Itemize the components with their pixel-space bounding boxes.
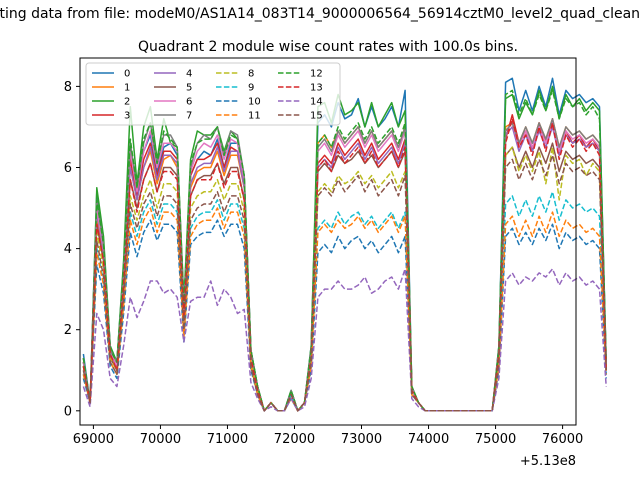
y-tick-label: 4 bbox=[64, 242, 72, 257]
chart-title: Quadrant 2 module wise count rates with … bbox=[138, 39, 518, 55]
series-line-11 bbox=[82, 207, 607, 412]
legend-label-1: 1 bbox=[124, 83, 130, 94]
series-line-7 bbox=[82, 118, 607, 412]
y-axis: 0 2 4 6 8 bbox=[64, 80, 80, 419]
x-tick-label: 73000 bbox=[341, 432, 382, 447]
legend-label-10: 10 bbox=[248, 97, 261, 108]
legend-label-5: 5 bbox=[186, 83, 192, 94]
legend-label-8: 8 bbox=[248, 69, 254, 80]
y-tick-label: 0 bbox=[64, 404, 72, 419]
legend-label-9: 9 bbox=[248, 83, 254, 94]
x-tick-label: 76000 bbox=[542, 432, 583, 447]
legend-label-12: 12 bbox=[310, 69, 323, 80]
series-line-8 bbox=[82, 146, 607, 412]
x-tick-label: 75000 bbox=[475, 432, 516, 447]
y-tick-label: 6 bbox=[64, 161, 72, 176]
series-line-4 bbox=[82, 126, 607, 412]
legend-label-11: 11 bbox=[248, 111, 261, 122]
legend-label-2: 2 bbox=[124, 97, 130, 108]
legend-label-13: 13 bbox=[310, 83, 323, 94]
legend-label-15: 15 bbox=[310, 111, 323, 122]
x-tick-label: 72000 bbox=[274, 432, 315, 447]
x-axis: 69000 70000 71000 72000 73000 74000 75000 76000 bbox=[73, 425, 583, 447]
series-line-13 bbox=[82, 118, 607, 412]
plot-area bbox=[79, 57, 607, 426]
y-tick-label: 2 bbox=[64, 323, 72, 338]
legend-label-0: 0 bbox=[124, 69, 130, 80]
series-line-12 bbox=[82, 89, 607, 412]
y-tick-label: 8 bbox=[64, 80, 72, 95]
x-tick-label: 74000 bbox=[408, 432, 449, 447]
axes-frame bbox=[79, 57, 577, 426]
legend-frame bbox=[85, 62, 341, 126]
legend-label-3: 3 bbox=[124, 111, 130, 122]
x-tick-label: 69000 bbox=[73, 432, 114, 447]
series-line-15 bbox=[82, 154, 607, 412]
legend-label-7: 7 bbox=[186, 111, 192, 122]
legend-label-6: 6 bbox=[186, 97, 192, 108]
legend-label-4: 4 bbox=[186, 69, 192, 80]
x-axis-offset-label: +5.13e8 bbox=[520, 454, 576, 469]
x-tick-label: 70000 bbox=[140, 432, 181, 447]
series-line-10 bbox=[82, 219, 607, 412]
figure-suptitle: Plotting data from file: modeM0/AS1A14_0… bbox=[0, 6, 640, 22]
x-tick-label: 71000 bbox=[207, 432, 248, 447]
legend-label-14: 14 bbox=[310, 97, 323, 108]
